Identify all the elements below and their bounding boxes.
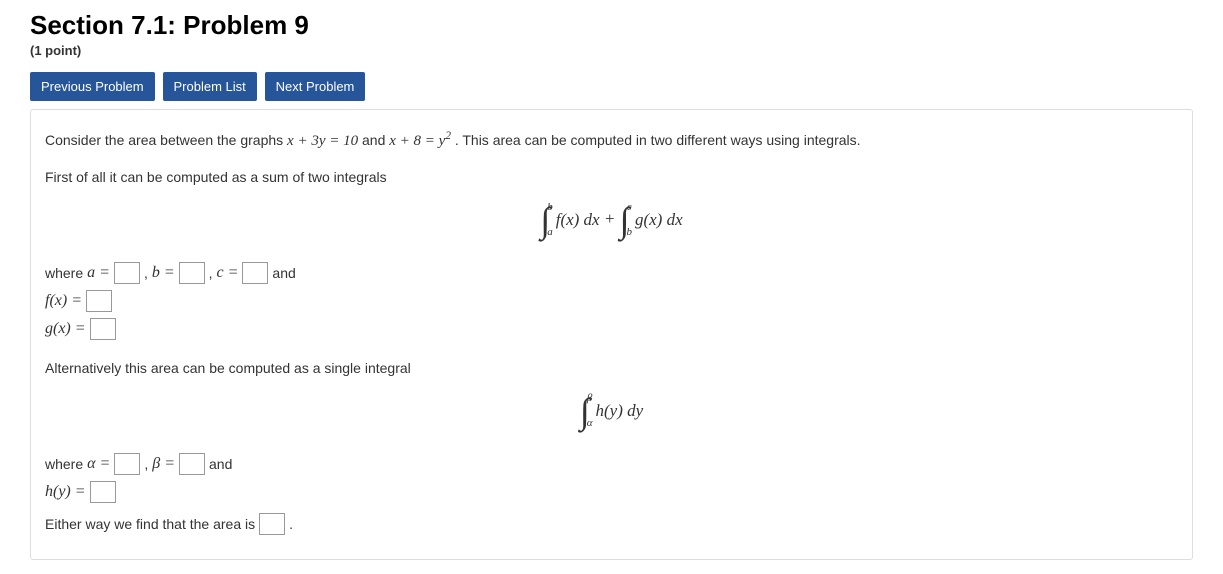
intro-pre: Consider the area between the graphs [45, 132, 287, 148]
plus-sign: + [604, 208, 620, 227]
a-input[interactable] [114, 262, 140, 284]
a-label: a = [87, 264, 110, 282]
hy-row: h(y) = [45, 481, 1178, 503]
c-label: c = [217, 264, 239, 282]
either-post: . [289, 516, 293, 532]
int1-body: f(x) dx [556, 210, 600, 230]
intro-mid: and [362, 132, 389, 148]
area-input[interactable] [259, 513, 285, 535]
int3-body: h(y) dy [595, 401, 643, 421]
integral-icon: ∫ [620, 202, 630, 238]
where-label-2: where [45, 456, 83, 472]
c-input[interactable] [242, 262, 268, 284]
alpha-label: α = [87, 455, 110, 473]
problem-intro: Consider the area between the graphs x +… [45, 128, 1178, 153]
comma: , [209, 265, 213, 281]
gx-row: g(x) = [45, 318, 1178, 340]
problem-list-button[interactable]: Problem List [163, 72, 257, 101]
alternative-text: Alternatively this area can be computed … [45, 358, 1178, 379]
hy-input[interactable] [90, 481, 116, 503]
formula-2: ∫ β α h(y) dy [45, 393, 1178, 429]
alpha-input[interactable] [114, 453, 140, 475]
fx-input[interactable] [86, 290, 112, 312]
abc-row: where a = , b = , c = and [45, 262, 1178, 284]
int2-body: g(x) dx [635, 210, 683, 230]
area-row: Either way we find that the area is . [45, 513, 1178, 535]
fx-row: f(x) = [45, 290, 1178, 312]
comma: , [144, 265, 148, 281]
comma: , [144, 456, 148, 472]
beta-label: β = [152, 455, 175, 473]
and-label-2: and [209, 456, 232, 472]
integral-icon: ∫ [580, 393, 590, 429]
first-method-text: First of all it can be computed as a sum… [45, 167, 1178, 188]
next-problem-button[interactable]: Next Problem [265, 72, 366, 101]
gx-input[interactable] [90, 318, 116, 340]
previous-problem-button[interactable]: Previous Problem [30, 72, 155, 101]
points-label: (1 point) [30, 43, 1193, 58]
beta-input[interactable] [179, 453, 205, 475]
nav-row: Previous Problem Problem List Next Probl… [30, 72, 1193, 101]
formula-1: ∫ b a f(x) dx + ∫ c b g(x) dx [45, 202, 1178, 238]
page-title: Section 7.1: Problem 9 [30, 10, 1193, 41]
equation-1: x + 3y = 10 [287, 133, 358, 149]
integral-icon: ∫ [540, 202, 550, 238]
equation-2: x + 8 = y2 [389, 133, 451, 149]
b-input[interactable] [179, 262, 205, 284]
fx-label: f(x) = [45, 292, 82, 310]
b-label: b = [152, 264, 175, 282]
and-label: and [272, 265, 295, 281]
problem-container: Consider the area between the graphs x +… [30, 109, 1193, 560]
alphabeta-row: where α = , β = and [45, 453, 1178, 475]
where-label: where [45, 265, 83, 281]
intro-post: . This area can be computed in two diffe… [455, 132, 861, 148]
hy-label: h(y) = [45, 483, 86, 501]
either-text: Either way we find that the area is [45, 516, 255, 532]
gx-label: g(x) = [45, 320, 86, 338]
